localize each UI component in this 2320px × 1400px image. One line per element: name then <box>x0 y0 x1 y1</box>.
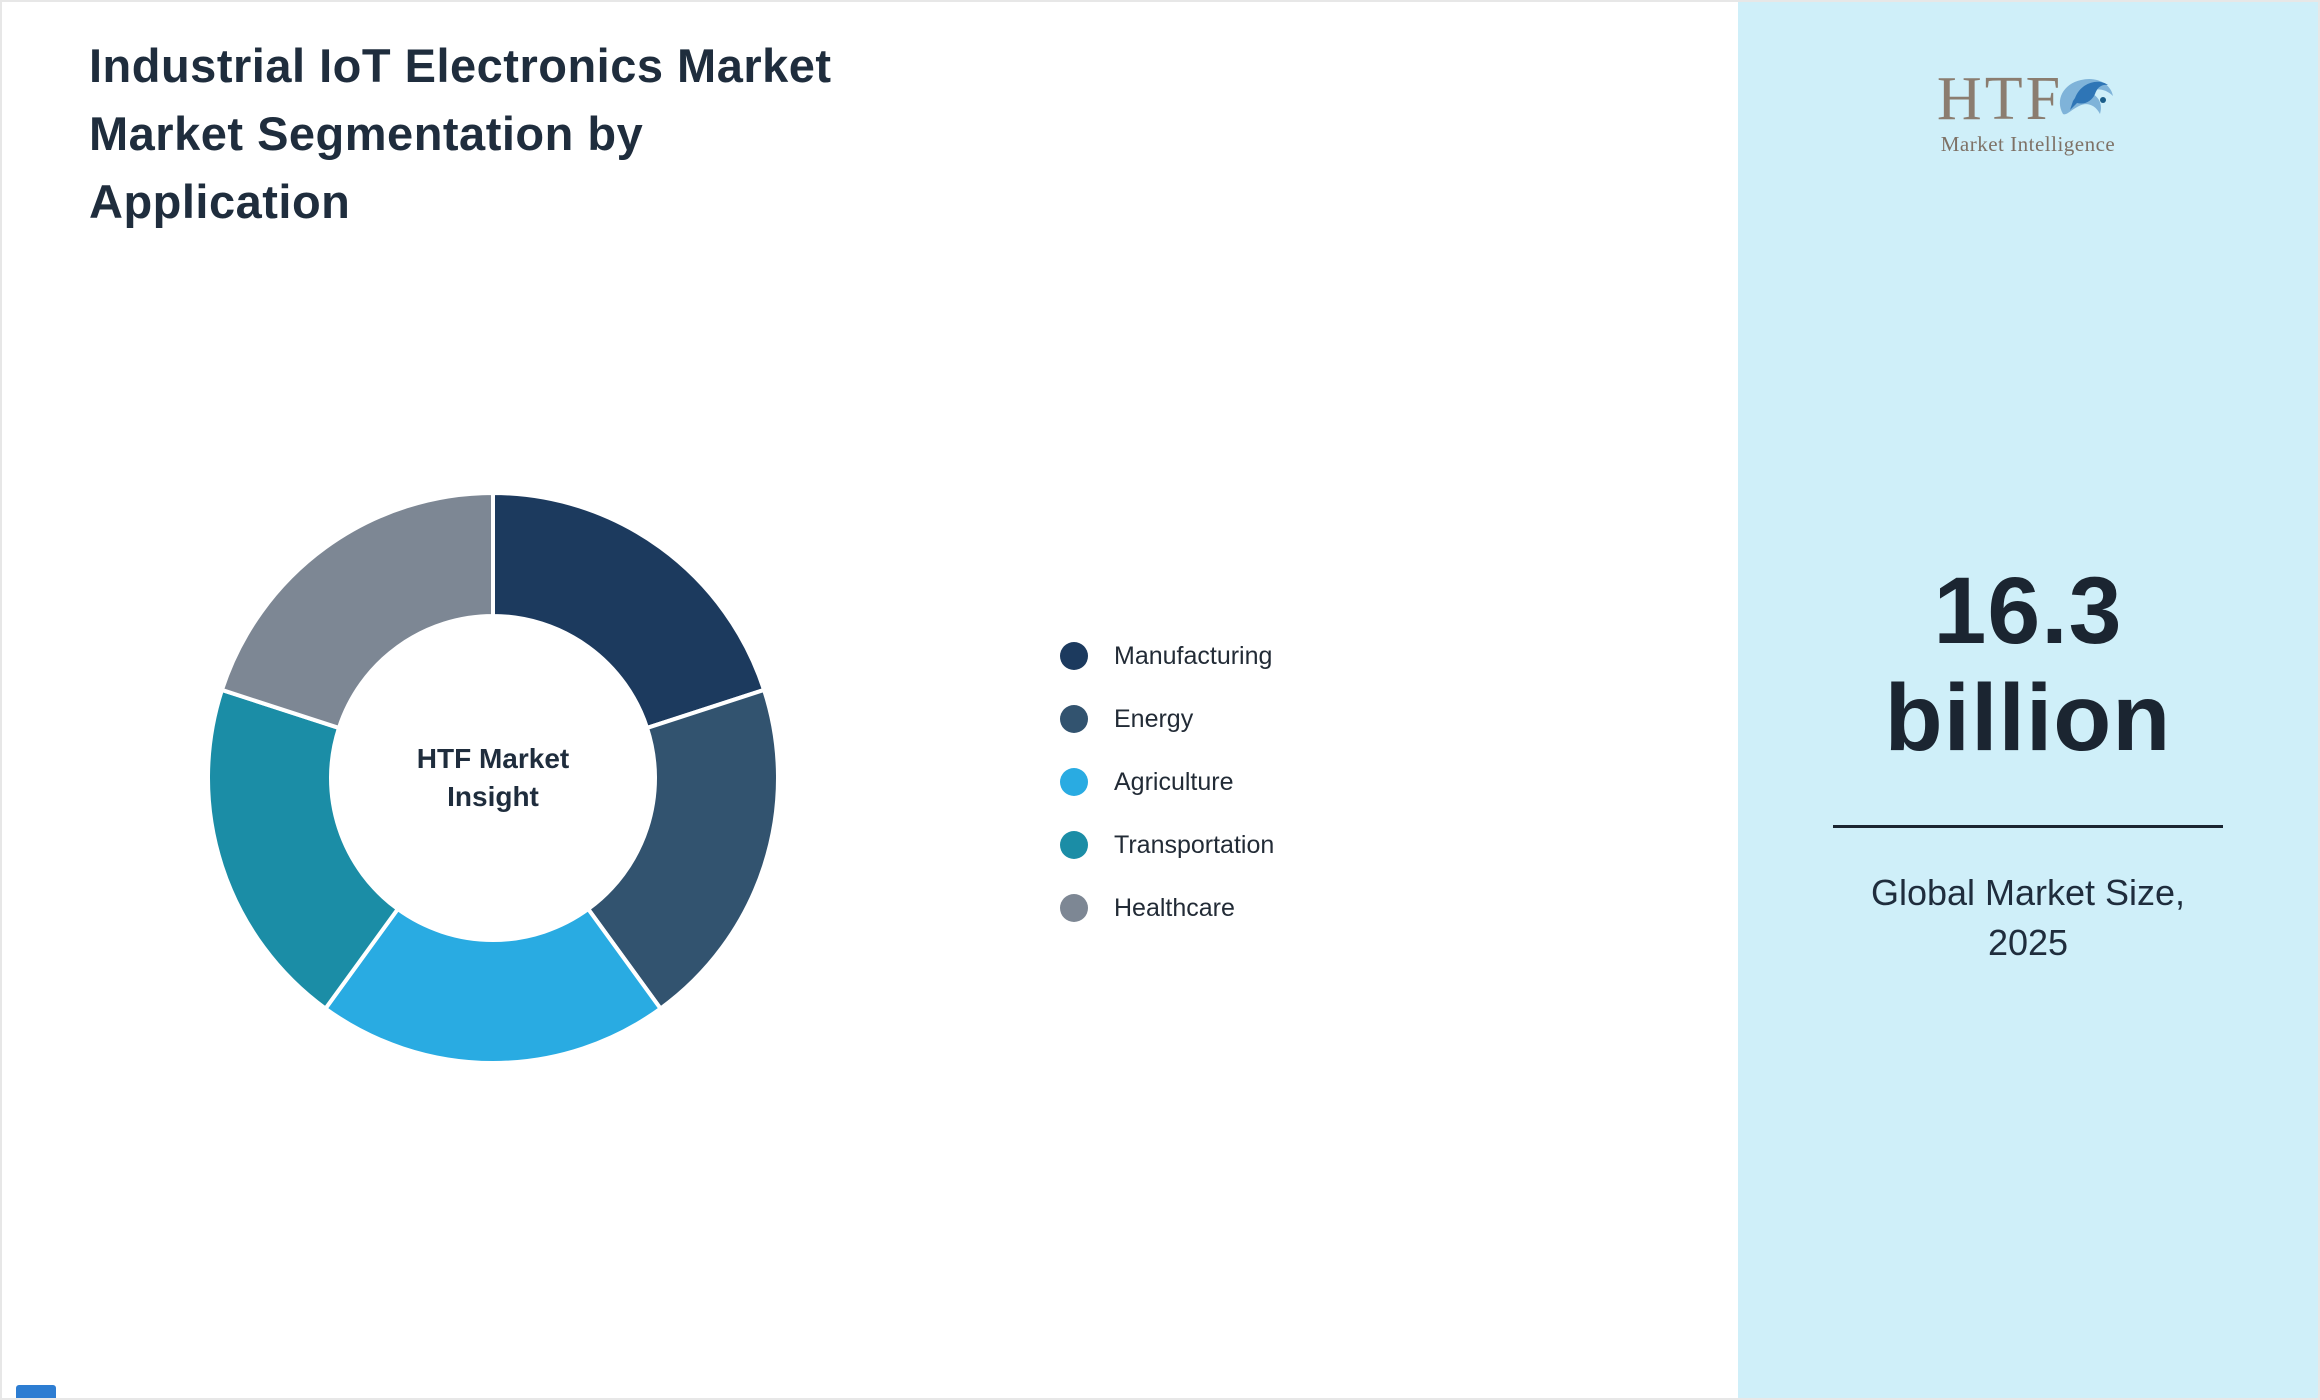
legend-dot <box>1060 642 1088 670</box>
legend-item-manufacturing: Manufacturing <box>1060 642 1274 670</box>
sidebar-panel: HTF Market Intelligence 16.3 billion Glo… <box>1738 2 2318 1398</box>
dolphin-icon <box>2059 78 2114 115</box>
legend-dot <box>1060 768 1088 796</box>
legend-label: Transportation <box>1114 830 1275 859</box>
market-size-value: 16.3 billion <box>1884 558 2172 772</box>
legend-item-transportation: Transportation <box>1060 831 1274 859</box>
logo-top: HTF <box>1738 68 2318 130</box>
donut-segment-manufacturing <box>491 490 767 731</box>
donut-segment-energy <box>585 687 780 1012</box>
donut-center-label: HTF Market Insight <box>416 743 570 812</box>
donut-segment-transportation <box>206 687 401 1012</box>
logo-text: HTF <box>1936 65 2064 133</box>
legend-label: Energy <box>1114 704 1194 733</box>
legend-dot <box>1060 705 1088 733</box>
legend-item-energy: Energy <box>1060 705 1274 733</box>
donut-svg <box>206 490 780 1065</box>
donut-segment-agriculture <box>322 906 664 1065</box>
page-title: Industrial IoT Electronics Market Market… <box>89 39 832 229</box>
legend-dot <box>1060 894 1088 922</box>
donut-chart: HTF Market Insight <box>193 478 793 1078</box>
market-size-caption: Global Market Size, 2025 <box>1870 871 2186 964</box>
legend-label: Manufacturing <box>1114 641 1273 670</box>
legend-dot <box>1060 831 1088 859</box>
legend-item-healthcare: Healthcare <box>1060 894 1274 922</box>
logo-subtext: Market Intelligence <box>1940 132 2116 156</box>
legend-item-agriculture: Agriculture <box>1060 768 1274 796</box>
legend-label: Agriculture <box>1114 767 1234 796</box>
htf-logo: HTF Market Intelligence <box>1738 68 2318 157</box>
legend-label: Healthcare <box>1114 893 1235 922</box>
legend: Manufacturing Energy Agriculture Transporta… <box>1060 642 1274 957</box>
donut-segment-healthcare <box>219 490 495 731</box>
divider <box>1833 824 2223 828</box>
market-size-block: 16.3 billion Global Market Size, 2025 <box>1738 558 2318 968</box>
corner-accent <box>16 1385 56 1398</box>
